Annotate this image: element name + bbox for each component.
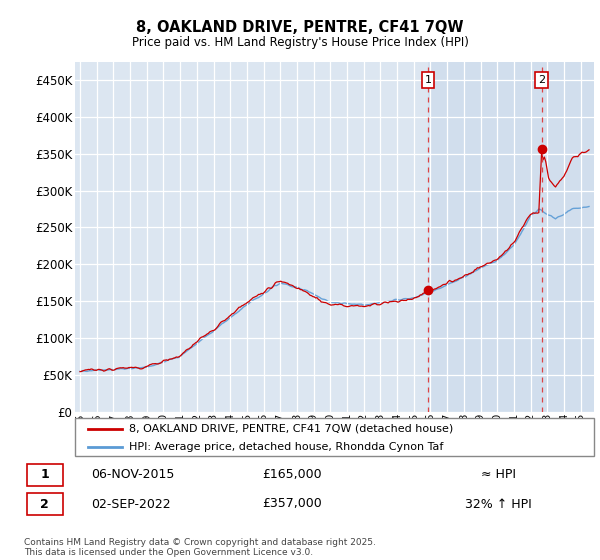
Text: ≈ HPI: ≈ HPI <box>481 468 516 482</box>
Text: 1: 1 <box>424 75 431 85</box>
FancyBboxPatch shape <box>27 493 63 515</box>
Text: 8, OAKLAND DRIVE, PENTRE, CF41 7QW (detached house): 8, OAKLAND DRIVE, PENTRE, CF41 7QW (deta… <box>130 424 454 434</box>
Text: 1: 1 <box>40 468 49 482</box>
Text: £165,000: £165,000 <box>262 468 322 482</box>
Text: £357,000: £357,000 <box>262 497 322 511</box>
Text: 06-NOV-2015: 06-NOV-2015 <box>91 468 175 482</box>
Text: 8, OAKLAND DRIVE, PENTRE, CF41 7QW: 8, OAKLAND DRIVE, PENTRE, CF41 7QW <box>136 20 464 35</box>
Text: HPI: Average price, detached house, Rhondda Cynon Taf: HPI: Average price, detached house, Rhon… <box>130 442 444 452</box>
Text: 2: 2 <box>538 75 545 85</box>
Text: 2: 2 <box>40 497 49 511</box>
Text: 32% ↑ HPI: 32% ↑ HPI <box>465 497 532 511</box>
FancyBboxPatch shape <box>27 464 63 486</box>
Bar <box>428 62 594 412</box>
Text: Price paid vs. HM Land Registry's House Price Index (HPI): Price paid vs. HM Land Registry's House … <box>131 36 469 49</box>
Text: Contains HM Land Registry data © Crown copyright and database right 2025.
This d: Contains HM Land Registry data © Crown c… <box>24 538 376 557</box>
Text: 02-SEP-2022: 02-SEP-2022 <box>91 497 170 511</box>
